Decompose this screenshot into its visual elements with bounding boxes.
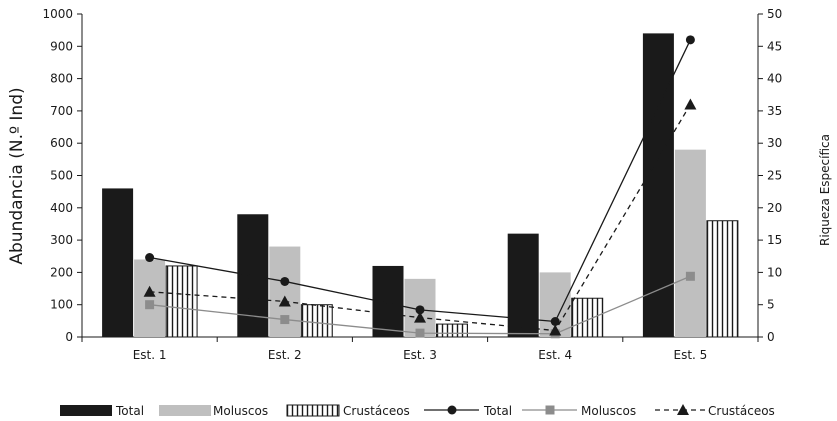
bar-total-5: [642, 33, 674, 337]
y-tick-label: 400: [50, 201, 73, 215]
y2-tick-label: 15: [767, 233, 782, 247]
y-tick-label: 800: [50, 72, 73, 86]
y-tick-label: 200: [50, 265, 73, 279]
y-tick-label: 900: [50, 39, 73, 53]
point-crustáceos-1: [143, 285, 156, 297]
bar-total-4: [507, 233, 539, 337]
point-moluscos-2: [280, 315, 290, 325]
point-total-4: [550, 316, 560, 326]
y2-tick-label: 10: [767, 265, 782, 279]
y-tick-label: 700: [50, 104, 73, 118]
point-crustáceos-2: [278, 295, 291, 307]
legend-label: Total: [115, 404, 144, 418]
y-tick-label: 0: [65, 330, 73, 344]
point-total-3: [415, 305, 425, 315]
y-tick-label: 300: [50, 233, 73, 247]
y2-tick-label: 0: [767, 330, 775, 344]
lines: [143, 35, 697, 339]
bar-moluscos-5: [674, 149, 706, 337]
y2-tick-label: 45: [767, 39, 782, 53]
y-tick-label: 100: [50, 298, 73, 312]
legend-label: Moluscos: [213, 404, 268, 418]
point-total-5: [685, 35, 695, 45]
bar-crustáceos-4: [571, 297, 604, 338]
bar-total-1: [102, 188, 134, 337]
y2-axis-title: Riqueza Específica: [818, 134, 832, 246]
legend-swatch-bar-crustáceos: [286, 404, 340, 417]
point-crustáceos-4: [549, 324, 562, 336]
point-total-2: [280, 276, 290, 286]
y2-tick-label: 20: [767, 201, 782, 215]
point-moluscos-3: [415, 328, 425, 338]
bar-crustáceos-3: [436, 323, 468, 338]
x-tick-label: Est. 1: [133, 348, 167, 362]
x-tick-label: Est. 5: [673, 348, 707, 362]
y2-tick-label: 35: [767, 104, 782, 118]
y2-tick-label: 50: [767, 7, 782, 21]
y-axis-title: Abundancia (N.º Ind): [7, 87, 27, 264]
bar-crustáceos-1: [165, 265, 198, 338]
legend-marker-moluscos: [545, 405, 555, 415]
x-tick-label: Est. 3: [403, 348, 437, 362]
bar-crustáceos-5: [706, 220, 739, 338]
point-moluscos-5: [685, 271, 695, 281]
y2-tick-label: 30: [767, 136, 782, 150]
y2-tick-label: 25: [767, 169, 782, 183]
legend-marker-crustáceos: [677, 404, 689, 415]
legend: Total Moluscos Crustáceos Total Moluscos Crus…: [60, 404, 775, 418]
legend-label: Crustáceos: [708, 404, 775, 418]
point-moluscos-1: [145, 300, 155, 310]
legend-swatch-bar-total: [60, 405, 112, 416]
legend-label: Total: [483, 404, 512, 418]
legend-label: Moluscos: [581, 404, 636, 418]
bar-moluscos-1: [134, 259, 166, 337]
point-crustáceos-5: [684, 98, 697, 110]
legend-label: Crustáceos: [343, 404, 410, 418]
bar-crustáceos-2: [300, 304, 333, 338]
y2-tick-label: 5: [767, 298, 775, 312]
y-tick-label: 600: [50, 136, 73, 150]
legend-swatch-bar-moluscos: [159, 405, 211, 416]
y2-tick-label: 40: [767, 72, 782, 86]
axes: 0 100 200 300 400 500 600 700 800 900 1000 0 5 10 15 20…: [42, 7, 782, 362]
point-total-1: [145, 253, 155, 263]
x-tick-label: Est. 2: [268, 348, 302, 362]
legend-marker-total: [447, 405, 457, 415]
y-tick-label: 1000: [42, 7, 73, 21]
x-tick-label: Est. 4: [538, 348, 572, 362]
point-crustáceos-3: [414, 311, 426, 323]
y-tick-label: 500: [50, 169, 73, 183]
